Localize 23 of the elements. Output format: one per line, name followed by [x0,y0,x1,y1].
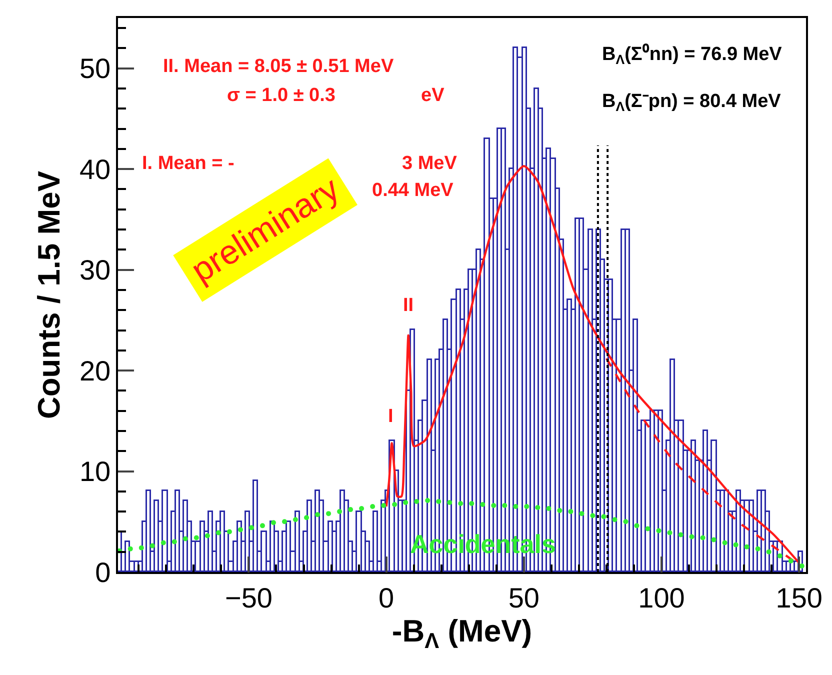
x-tick-label: 100 [638,582,685,614]
annotation: B$_{Λ}$(Σ⁻pn) = 80.4 MeV [602,91,782,114]
annotation: eV [421,85,445,106]
annotation: B$_{Λ}$(Σ⁰nn) = 76.9 MeV [602,43,782,67]
x-tick-label: 50 [508,582,540,614]
annotation: 3 MeV [402,153,458,174]
annotation: I. Mean = - [142,153,234,174]
y-tick-label: 20 [79,355,111,386]
annotation: σ = 1.0 ± 0.3 [227,85,336,106]
annotation: 0.44 MeV [372,180,454,201]
y-tick-label: 30 [79,254,111,286]
annotation: I [388,406,394,427]
y-tick-label: 50 [79,53,111,84]
x-tick-label: 150 [776,582,822,614]
y-tick-label: 40 [79,154,111,185]
y-tick-label: 0 [95,556,111,588]
annotation: II. Mean = 8.05 ± 0.51 MeV [163,56,394,77]
x-axis-title: -B$_{Λ}$ (MeV) [392,613,532,653]
x-tick-label: 0 [378,582,394,614]
y-tick-label: 10 [79,456,111,488]
x-tick-label: −50 [224,582,272,614]
y-axis-title: Counts / 1.5 MeV [32,170,67,420]
annotation: II [403,295,414,316]
